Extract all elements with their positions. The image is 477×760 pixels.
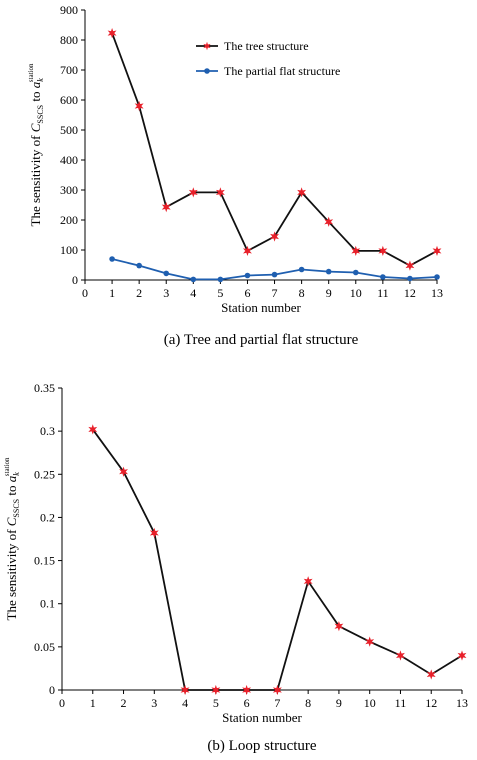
data-point <box>163 270 170 277</box>
data-point <box>352 269 359 276</box>
y-tick-label: 600 <box>60 93 78 107</box>
x-tick-label: 11 <box>395 696 407 710</box>
data-point <box>109 256 115 262</box>
data-point <box>180 684 190 696</box>
x-tick-label: 1 <box>90 696 96 710</box>
data-point <box>244 272 251 279</box>
data-point <box>270 231 279 242</box>
data-point <box>188 187 198 198</box>
x-axis-title: Station number <box>221 300 301 315</box>
y-tick-label: 300 <box>60 183 78 197</box>
data-point <box>351 245 361 257</box>
x-tick-label: 4 <box>182 696 188 710</box>
y-tick-label: 0.2 <box>40 510 55 524</box>
x-tick-label: 9 <box>326 286 332 300</box>
x-tick-label: 2 <box>121 696 127 710</box>
x-tick-label: 6 <box>244 286 250 300</box>
y-tick-label: 0.05 <box>34 640 55 654</box>
x-tick-label: 6 <box>244 696 250 710</box>
x-tick-label: 1 <box>109 286 115 300</box>
data-point <box>271 271 278 278</box>
data-point <box>405 260 415 271</box>
y-axis-title: The sensitivity of CSSCS to akstation <box>3 457 21 620</box>
data-point <box>211 684 221 696</box>
chart-caption: (a) Tree and partial flat structure <box>164 332 359 348</box>
legend-label: The partial flat structure <box>224 64 340 78</box>
data-point <box>432 245 442 257</box>
y-tick-label: 400 <box>60 153 78 167</box>
y-tick-label: 0.1 <box>40 597 55 611</box>
x-axis-title: Station number <box>222 710 302 725</box>
y-axis-title: The sensitivity of CSSCS to akstation <box>27 63 45 226</box>
x-tick-label: 13 <box>456 696 468 710</box>
x-tick-label: 7 <box>272 286 278 300</box>
y-tick-label: 0.35 <box>34 381 55 395</box>
y-tick-label: 0 <box>49 683 55 697</box>
y-tick-label: 700 <box>60 63 78 77</box>
x-tick-label: 3 <box>151 696 157 710</box>
data-point <box>243 245 252 257</box>
x-tick-label: 0 <box>82 286 88 300</box>
y-tick-label: 800 <box>60 33 78 47</box>
x-tick-label: 11 <box>377 286 389 300</box>
legend-marker <box>203 41 211 51</box>
data-point <box>297 187 307 198</box>
x-tick-label: 10 <box>350 286 362 300</box>
x-tick-label: 12 <box>425 696 437 710</box>
x-tick-label: 12 <box>404 286 416 300</box>
data-point <box>324 216 334 227</box>
y-tick-label: 0.3 <box>40 424 55 438</box>
y-tick-label: 0.15 <box>34 554 55 568</box>
x-tick-label: 13 <box>431 286 443 300</box>
data-point <box>334 621 344 632</box>
legend-label: The tree structure <box>224 39 309 53</box>
data-point <box>134 100 144 112</box>
x-tick-label: 10 <box>364 696 376 710</box>
data-point <box>107 27 117 39</box>
data-point <box>136 262 142 269</box>
x-tick-label: 7 <box>274 696 280 710</box>
data-point <box>242 684 252 696</box>
y-tick-label: 900 <box>60 3 78 17</box>
legend-marker <box>204 68 210 74</box>
y-tick-label: 200 <box>60 213 78 227</box>
data-point <box>190 276 197 283</box>
data-point <box>380 274 386 280</box>
x-tick-label: 5 <box>213 696 219 710</box>
x-tick-label: 8 <box>305 696 311 710</box>
data-point <box>426 669 436 680</box>
data-point <box>407 275 413 282</box>
x-tick-label: 9 <box>336 696 342 710</box>
data-point <box>303 576 313 587</box>
data-point <box>396 650 405 661</box>
data-point <box>272 684 282 696</box>
x-tick-label: 3 <box>163 286 169 300</box>
data-point <box>217 276 224 283</box>
y-tick-label: 100 <box>60 243 78 257</box>
data-point <box>149 527 159 539</box>
data-point <box>325 268 332 275</box>
data-point <box>88 424 98 435</box>
data-point <box>161 201 171 213</box>
y-tick-label: 500 <box>60 123 78 137</box>
chart-caption: (b) Loop structure <box>207 738 316 754</box>
x-tick-label: 8 <box>299 286 305 300</box>
x-tick-label: 0 <box>59 696 65 710</box>
data-point <box>298 266 305 273</box>
data-point <box>215 187 225 198</box>
data-point <box>378 245 388 257</box>
x-tick-label: 4 <box>190 286 196 300</box>
y-tick-label: 0.25 <box>34 467 55 481</box>
data-point <box>365 636 375 647</box>
x-tick-label: 5 <box>217 286 223 300</box>
data-point <box>457 650 467 661</box>
x-tick-label: 2 <box>136 286 142 300</box>
data-point <box>119 466 128 477</box>
series-line <box>92 428 463 691</box>
chart-b: 00.050.10.150.20.250.30.350 1 2 3 4 5 6 7 8 9 10 11… <box>3 381 468 754</box>
y-tick-label: 0 <box>72 273 78 287</box>
data-point <box>434 274 440 280</box>
